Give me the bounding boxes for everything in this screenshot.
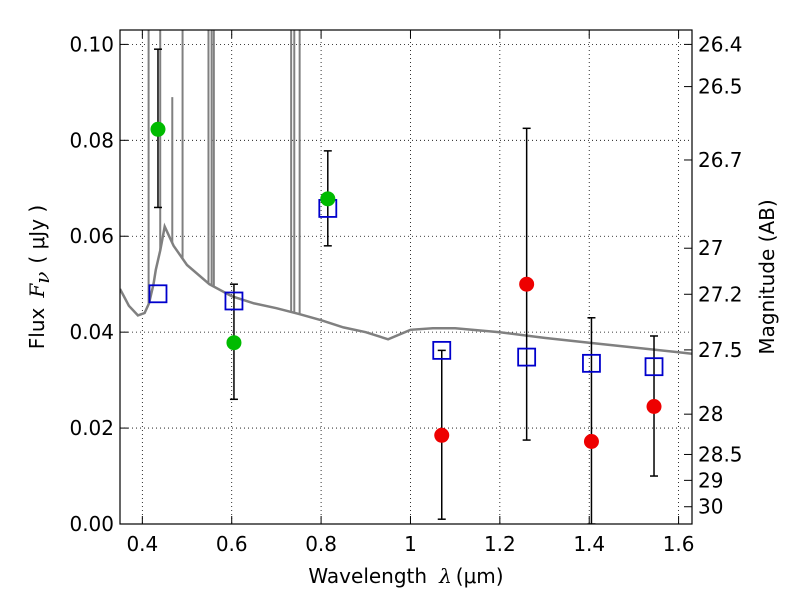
y-axis-label: FluxFν( μJy ) [25, 205, 54, 349]
x-axis-label: Wavelength λ (μm) [308, 564, 503, 588]
right-tick-label: 30 [698, 495, 723, 519]
error-bars [153, 48, 659, 524]
y-tick-label: 0.00 [69, 512, 114, 536]
right-tick-label: 27 [698, 236, 723, 260]
x-tick-label: 0.6 [216, 532, 248, 556]
right-tick-label: 26.5 [698, 75, 743, 99]
model-point-square [148, 284, 168, 304]
right-tick-label: 28 [698, 402, 723, 426]
right-tick-label: 28.5 [698, 442, 743, 466]
x-tick-label: 1.2 [484, 532, 516, 556]
model-spectrum [120, 30, 692, 355]
y-tick-label: 0.08 [69, 128, 114, 152]
x-tick-label: 1.6 [663, 532, 695, 556]
model-spectrum-line [120, 222, 692, 355]
model-photometry [148, 199, 664, 377]
observed-point [150, 121, 166, 137]
model-point-square [517, 347, 537, 367]
right-tick-label: 27.2 [698, 282, 743, 306]
y-tick-label: 0.04 [69, 320, 114, 344]
observed-point [434, 427, 450, 443]
x-tick-label: 1 [404, 532, 417, 556]
model-point-square [224, 291, 244, 311]
x-tick-label: 1.4 [573, 532, 605, 556]
right-tick-label: 26.7 [698, 148, 743, 172]
observed-point [320, 191, 336, 207]
observed-point [646, 398, 662, 414]
model-point-square [582, 353, 601, 373]
right-tick-label: 26.4 [698, 32, 743, 56]
plot-frame [119, 29, 693, 525]
x-tick-label: 0.4 [126, 532, 158, 556]
model-point-square [644, 357, 664, 377]
observed-point [519, 276, 535, 292]
observed-photometry [150, 121, 662, 450]
axis-ticks: 0.4 0.6 0.8 1 1.2 1.4 1.6 0.00 0.02 0.04 0.06 0.08 0… [69, 30, 743, 556]
right-tick-label: 29 [698, 468, 723, 492]
model-point-square [432, 340, 452, 360]
plot-area [120, 30, 692, 524]
observed-point [226, 335, 242, 351]
y-tick-label: 0.10 [69, 32, 114, 56]
y-tick-label: 0.02 [69, 416, 114, 440]
observed-point [583, 434, 599, 450]
grid-lines [120, 30, 692, 525]
x-tick-label: 0.8 [305, 532, 337, 556]
right-tick-label: 27.5 [698, 338, 743, 362]
y-tick-label: 0.06 [69, 224, 114, 248]
right-axis-label: Magnitude (AB) [755, 199, 779, 354]
